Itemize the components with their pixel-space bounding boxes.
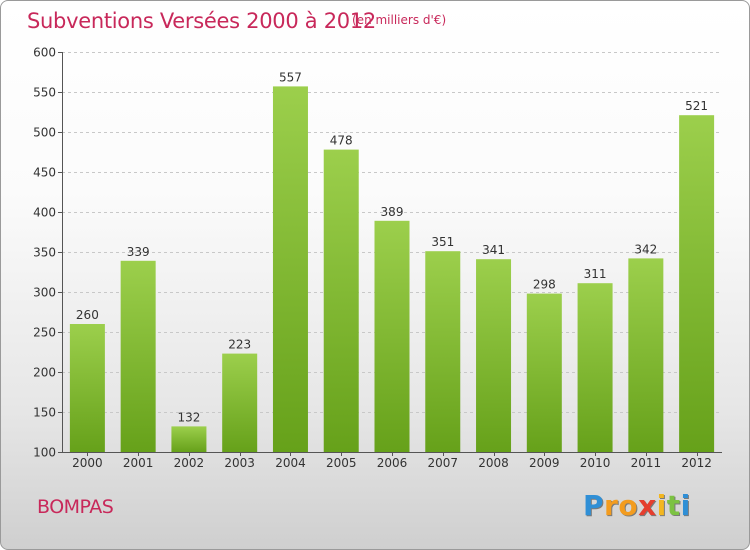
logo-letter: i [680,489,691,522]
axes [58,52,722,456]
y-tick-label: 600 [33,46,56,60]
proxiti-logo: Proxiti [583,489,691,522]
logo-letter: x [638,489,657,522]
x-tick-label: 2009 [529,456,560,470]
bar-value-label: 351 [431,235,454,249]
x-tick-label: 2012 [681,456,712,470]
logo-letter: P [583,489,605,522]
bar-value-label: 389 [381,205,404,219]
bar [323,149,359,452]
chart-subtitle: (en milliers d'€) [352,13,447,27]
labels: 100 150 200 250 300 350 400 450 500 550 600 2000 260… [33,46,712,471]
y-tick-label: 250 [33,326,56,340]
place-name: BOMPAS [37,496,114,518]
y-tick-label: 400 [33,206,56,220]
chart-title: Subventions Versées 2000 à 2012 [27,9,376,33]
x-tick-label: 2007 [427,456,458,470]
bar-value-label: 223 [228,338,251,352]
bar-value-label: 339 [127,245,150,259]
bar-value-label: 260 [76,308,99,322]
logo-letter: o [618,489,639,522]
logo-letter: i [656,489,667,522]
bar-value-label: 342 [634,242,657,256]
y-tick-label: 550 [33,86,56,100]
bar [171,426,207,452]
x-tick-label: 2001 [123,456,154,470]
bar [425,251,461,452]
logo-letter: t [666,489,681,522]
x-tick-label: 2010 [580,456,611,470]
bar [577,283,613,452]
bar-value-label: 132 [177,410,200,424]
y-tick-label: 450 [33,166,56,180]
logo-letter: r [604,489,619,522]
y-tick-label: 500 [33,126,56,140]
x-tick-label: 2005 [326,456,357,470]
bar-value-label: 521 [685,99,708,113]
bar-value-label: 311 [584,267,607,281]
bar [69,324,105,452]
x-tick-label: 2004 [275,456,306,470]
bar [628,258,664,452]
bar-value-label: 341 [482,243,505,257]
bar-value-label: 478 [330,134,353,148]
bar-value-label: 298 [533,278,556,292]
y-tick-label: 350 [33,246,56,260]
bar [120,260,156,452]
x-tick-label: 2011 [631,456,662,470]
bars [69,86,715,453]
bar [374,220,410,452]
x-tick-label: 2008 [478,456,509,470]
y-tick-label: 150 [33,406,56,420]
x-tick-label: 2003 [224,456,255,470]
y-tick-label: 200 [33,366,56,380]
x-tick-label: 2006 [377,456,408,470]
bar [679,115,715,452]
y-tick-label: 300 [33,286,56,300]
bar [222,353,258,452]
x-tick-label: 2000 [72,456,103,470]
y-tick-label: 100 [33,446,56,460]
bar [526,293,562,452]
bar [476,259,512,452]
bar-value-label: 557 [279,70,302,84]
x-tick-label: 2002 [174,456,205,470]
bar [272,86,308,453]
